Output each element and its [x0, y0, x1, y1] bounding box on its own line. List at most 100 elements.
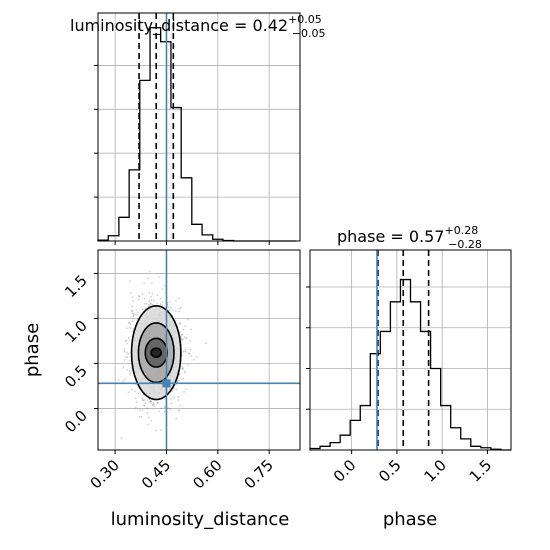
sample-point: [122, 366, 125, 369]
sample-point: [122, 380, 125, 382]
sample-point: [147, 423, 150, 426]
sample-point: [141, 399, 144, 401]
sample-point: [163, 410, 166, 413]
sample-point: [148, 270, 151, 273]
x-tick-label: 0.60: [189, 456, 225, 492]
sample-point: [181, 333, 184, 336]
2d-posterior-panel: [94, 249, 301, 454]
sample-point: [150, 303, 152, 305]
sample-point: [128, 322, 130, 324]
sample-point: [143, 399, 146, 401]
y-tick-label: 0.0: [61, 407, 91, 437]
sample-point: [156, 294, 159, 297]
sample-point: [181, 368, 184, 370]
sample-point: [190, 355, 192, 357]
sample-point: [178, 322, 181, 325]
sample-point: [182, 377, 185, 380]
histogram-step: [97, 27, 297, 242]
sample-point: [131, 330, 134, 333]
sample-point: [151, 292, 154, 295]
sample-point: [132, 299, 134, 302]
sample-point: [183, 336, 186, 338]
sample-point: [137, 295, 140, 297]
sample-point: [180, 334, 183, 336]
sample-point: [180, 338, 183, 340]
sample-point: [163, 406, 166, 409]
sample-point: [167, 407, 170, 410]
sample-point: [179, 331, 181, 333]
y-tick-label: 1.0: [61, 317, 91, 347]
sample-point: [170, 402, 173, 405]
sample-point: [141, 409, 144, 411]
x-tick-label: 0.30: [87, 456, 123, 492]
sample-point: [143, 297, 146, 300]
sample-point: [134, 397, 137, 400]
histogram-bars: [309, 278, 511, 451]
sample-point: [135, 401, 138, 404]
sample-point: [128, 326, 131, 328]
sample-point: [173, 396, 176, 399]
x-axis-label-luminosity-distance: luminosity_distance: [111, 509, 290, 530]
x-tick-label: 1.5: [466, 456, 496, 486]
sample-point: [129, 371, 132, 374]
sample-point: [175, 300, 178, 302]
sample-point: [132, 315, 135, 318]
contour-line: [137, 322, 175, 384]
quantile-lines: [377, 250, 430, 450]
sample-point: [137, 392, 140, 394]
sample-point: [145, 302, 148, 305]
sample-point: [184, 325, 187, 328]
sample-point: [178, 379, 180, 382]
sample-point: [100, 411, 103, 414]
sample-point: [176, 381, 179, 383]
sample-point: [144, 402, 147, 405]
sample-point: [185, 337, 188, 340]
grid: [310, 250, 511, 450]
sample-point: [155, 429, 158, 432]
quantile-lines: [138, 13, 175, 241]
ticks: [306, 286, 488, 454]
sample-point: [161, 304, 164, 307]
sample-point: [149, 400, 152, 402]
sample-point: [153, 405, 155, 407]
sample-point: [128, 359, 131, 362]
sample-point: [181, 338, 184, 341]
sample-point: [161, 288, 164, 290]
density-fills: [131, 305, 181, 400]
panel-frame: [97, 249, 301, 451]
y-tick-labels-phase: 0.0 0.5 1.0 1.5: [61, 272, 91, 437]
sample-point: [142, 404, 145, 406]
sample-point: [137, 311, 139, 314]
sample-point: [177, 396, 180, 399]
grid: [98, 13, 300, 241]
sample-point: [131, 309, 133, 312]
sample-point: [184, 349, 187, 351]
sample-point: [140, 415, 143, 418]
sample-point: [158, 276, 161, 279]
sample-point: [138, 295, 141, 298]
sample-point: [148, 303, 150, 306]
sample-point: [131, 312, 134, 315]
sample-point: [192, 358, 195, 361]
sample-point: [168, 309, 171, 312]
histogram-bars: [97, 27, 297, 242]
y-axis-label-phase: phase: [22, 323, 43, 377]
sample-point: [178, 373, 181, 376]
sample-point: [182, 367, 185, 369]
sample-point: [170, 306, 172, 309]
x-tick-label: 0.45: [138, 456, 174, 492]
sample-point: [123, 348, 126, 351]
sample-point: [159, 303, 162, 306]
sample-point: [186, 318, 189, 321]
sample-point: [170, 398, 172, 400]
sample-point: [126, 369, 128, 371]
sample-point: [147, 277, 149, 280]
density-level: [151, 348, 162, 358]
sample-point: [129, 373, 132, 376]
sample-point: [127, 391, 130, 394]
sample-point: [148, 300, 151, 303]
contour-lines: [130, 305, 182, 401]
sample-point: [127, 336, 130, 339]
sample-point: [178, 310, 180, 313]
sample-point: [131, 305, 134, 308]
